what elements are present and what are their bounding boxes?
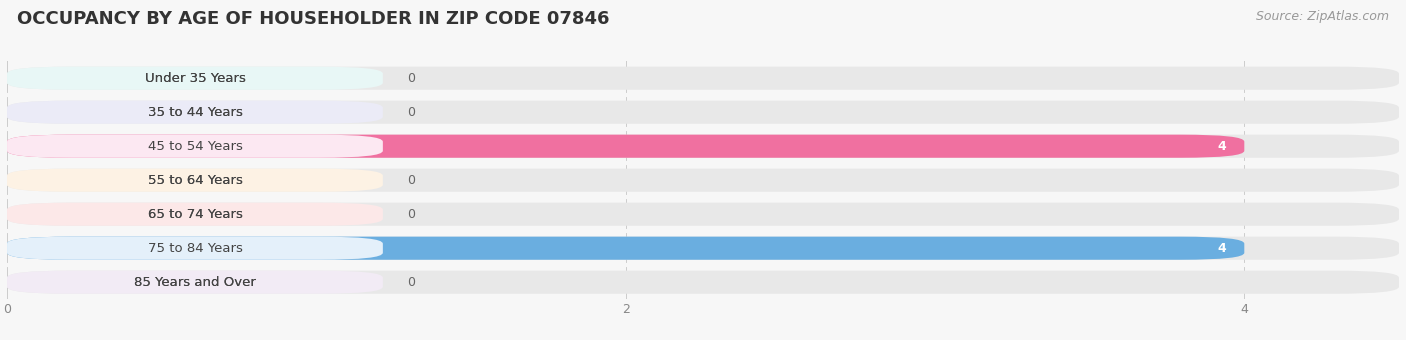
- FancyBboxPatch shape: [7, 203, 382, 226]
- Text: 0: 0: [408, 208, 416, 221]
- Text: 0: 0: [408, 72, 416, 85]
- Text: 65 to 74 Years: 65 to 74 Years: [148, 208, 242, 221]
- Text: 45 to 54 Years: 45 to 54 Years: [148, 140, 242, 153]
- FancyBboxPatch shape: [7, 271, 1399, 294]
- Text: 35 to 44 Years: 35 to 44 Years: [148, 106, 242, 119]
- FancyBboxPatch shape: [7, 237, 382, 260]
- FancyBboxPatch shape: [7, 67, 1399, 90]
- FancyBboxPatch shape: [7, 271, 382, 294]
- Text: 0: 0: [408, 174, 416, 187]
- Text: 55 to 64 Years: 55 to 64 Years: [148, 174, 242, 187]
- FancyBboxPatch shape: [7, 135, 382, 158]
- FancyBboxPatch shape: [7, 101, 1399, 124]
- FancyBboxPatch shape: [7, 237, 1399, 260]
- FancyBboxPatch shape: [7, 169, 1399, 192]
- FancyBboxPatch shape: [7, 237, 1244, 260]
- Text: Source: ZipAtlas.com: Source: ZipAtlas.com: [1256, 10, 1389, 23]
- Text: 4: 4: [1218, 140, 1226, 153]
- FancyBboxPatch shape: [7, 135, 382, 158]
- FancyBboxPatch shape: [7, 67, 382, 90]
- FancyBboxPatch shape: [7, 203, 1399, 226]
- Text: 55 to 64 Years: 55 to 64 Years: [148, 174, 242, 187]
- FancyBboxPatch shape: [7, 135, 1399, 158]
- FancyBboxPatch shape: [7, 135, 1244, 158]
- FancyBboxPatch shape: [7, 237, 382, 260]
- Text: 75 to 84 Years: 75 to 84 Years: [148, 242, 242, 255]
- Text: 35 to 44 Years: 35 to 44 Years: [148, 106, 242, 119]
- Text: Under 35 Years: Under 35 Years: [145, 72, 246, 85]
- Text: 45 to 54 Years: 45 to 54 Years: [148, 140, 242, 153]
- Text: Under 35 Years: Under 35 Years: [145, 72, 246, 85]
- FancyBboxPatch shape: [7, 101, 382, 124]
- FancyBboxPatch shape: [7, 169, 382, 192]
- Text: 75 to 84 Years: 75 to 84 Years: [148, 242, 242, 255]
- Text: 85 Years and Over: 85 Years and Over: [134, 276, 256, 289]
- Text: 85 Years and Over: 85 Years and Over: [134, 276, 256, 289]
- Text: OCCUPANCY BY AGE OF HOUSEHOLDER IN ZIP CODE 07846: OCCUPANCY BY AGE OF HOUSEHOLDER IN ZIP C…: [17, 10, 609, 28]
- Text: 0: 0: [408, 276, 416, 289]
- Text: 65 to 74 Years: 65 to 74 Years: [148, 208, 242, 221]
- Text: 4: 4: [1218, 242, 1226, 255]
- Text: 0: 0: [408, 106, 416, 119]
